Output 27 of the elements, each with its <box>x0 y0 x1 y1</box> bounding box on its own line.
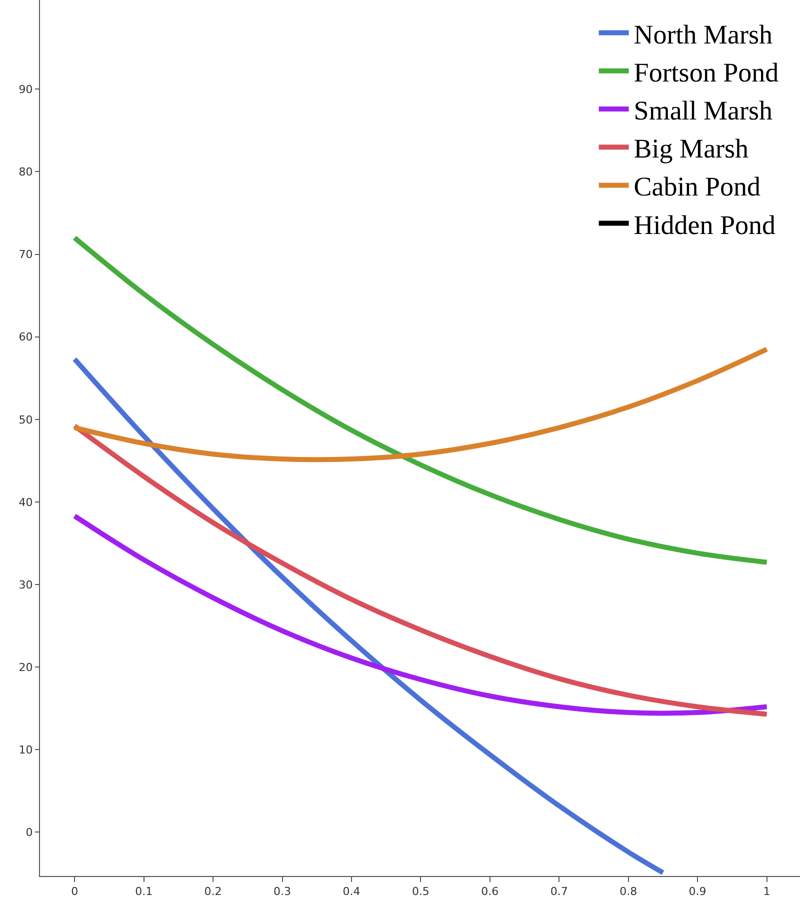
x-tick-label: 0.5 <box>412 885 430 898</box>
y-tick-label: 0 <box>26 826 33 840</box>
y-tick-label: 90 <box>18 83 33 96</box>
legend-label: Hidden Pond <box>634 210 776 240</box>
y-tick-label: 70 <box>18 248 33 262</box>
x-tick-label: 0 <box>71 885 78 898</box>
y-tick-label: 30 <box>18 578 33 592</box>
x-tick-label: 1 <box>763 885 770 898</box>
legend-label: Fortson Pond <box>634 57 780 88</box>
y-tick-label: 20 <box>18 660 33 674</box>
legend-label: Small Marsh <box>634 96 774 126</box>
legend-label: Cabin Pond <box>634 172 762 202</box>
x-tick-label: 0.1 <box>135 885 153 898</box>
x-tick-label: 0.8 <box>620 885 638 898</box>
y-tick-label: 10 <box>18 744 33 757</box>
y-tick-label: 60 <box>18 330 33 344</box>
y-tick-label: 40 <box>18 496 33 509</box>
x-tick-label: 0.9 <box>688 885 706 898</box>
x-tick-label: 0.7 <box>550 885 568 898</box>
legend-label: Big Marsh <box>634 134 750 164</box>
x-tick-label: 0.3 <box>274 885 292 898</box>
y-tick-label: 80 <box>18 166 33 179</box>
x-tick-label: 0.6 <box>481 885 499 898</box>
y-tick-label: 50 <box>18 413 33 426</box>
x-tick-label: 0.4 <box>342 885 360 898</box>
legend-label: North Marsh <box>634 19 774 50</box>
x-tick-label: 0.2 <box>204 885 222 898</box>
